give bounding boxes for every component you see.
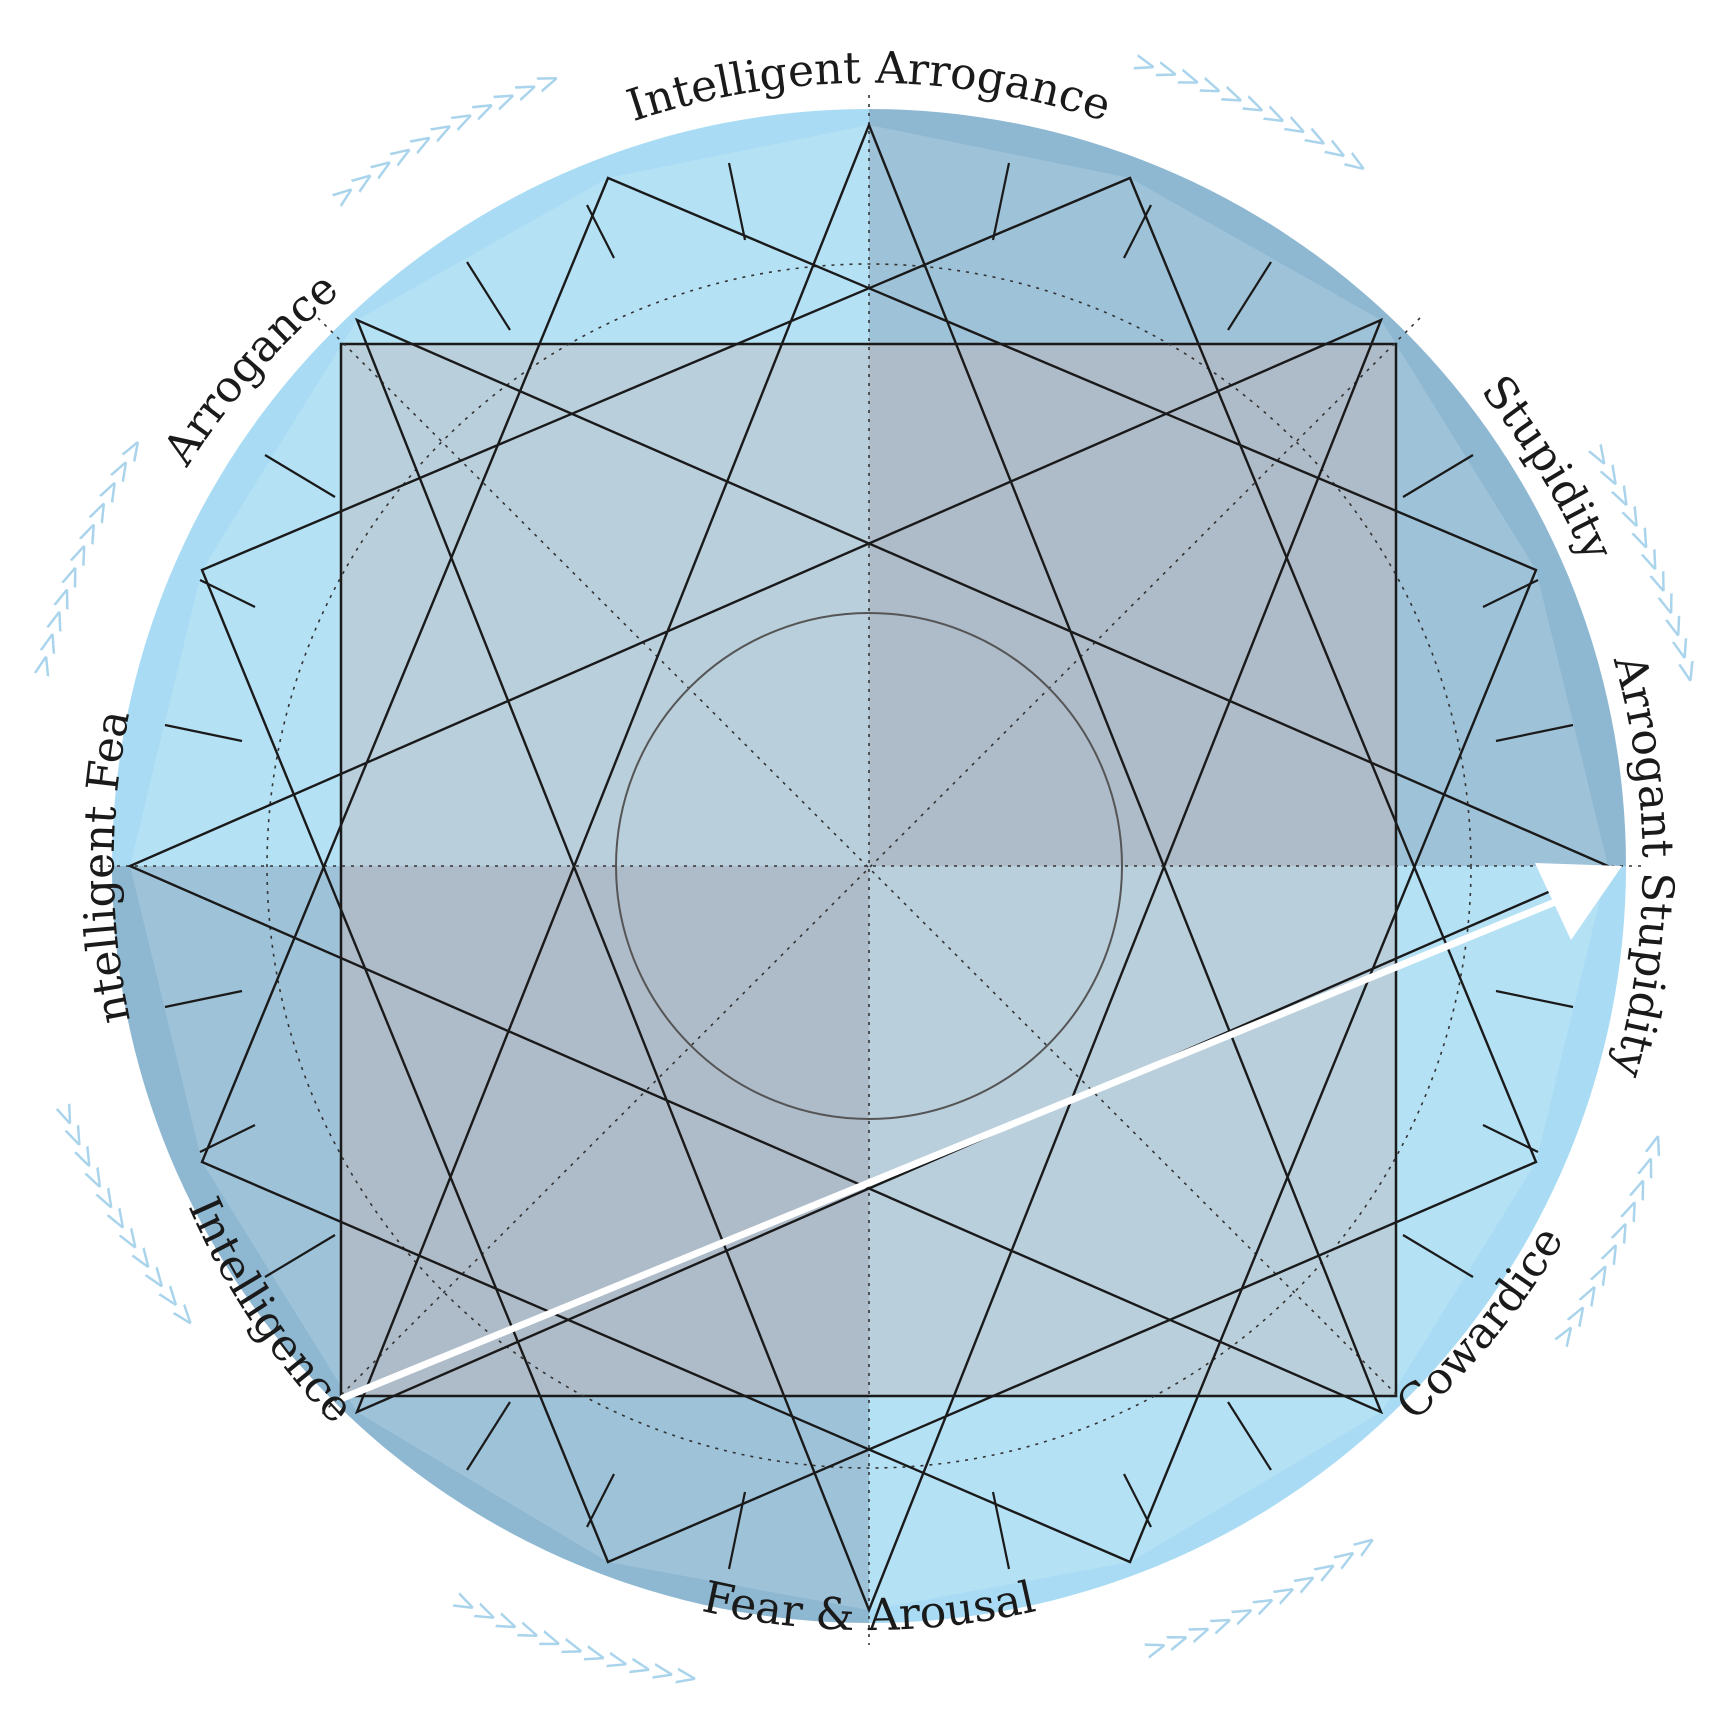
trajectory-arrow bbox=[339, 863, 1622, 1402]
star-lines bbox=[127, 121, 1611, 1614]
chevron-stream-7: >>>>>>>>>>> bbox=[24, 432, 154, 682]
chevron-stream-1: >>>>>>>>>>> bbox=[1128, 44, 1375, 184]
chevron-stream-2: >>>>>>>>>>> bbox=[1578, 436, 1708, 686]
tick-marks bbox=[164, 162, 1574, 1570]
chevron-stream-5: <<<<<<<<<<< bbox=[447, 1583, 701, 1696]
guide-lines bbox=[90, 95, 1645, 1645]
label-intelligent-fear: Intelligent Fear bbox=[0, 0, 141, 1028]
center-circle bbox=[615, 612, 1123, 1120]
